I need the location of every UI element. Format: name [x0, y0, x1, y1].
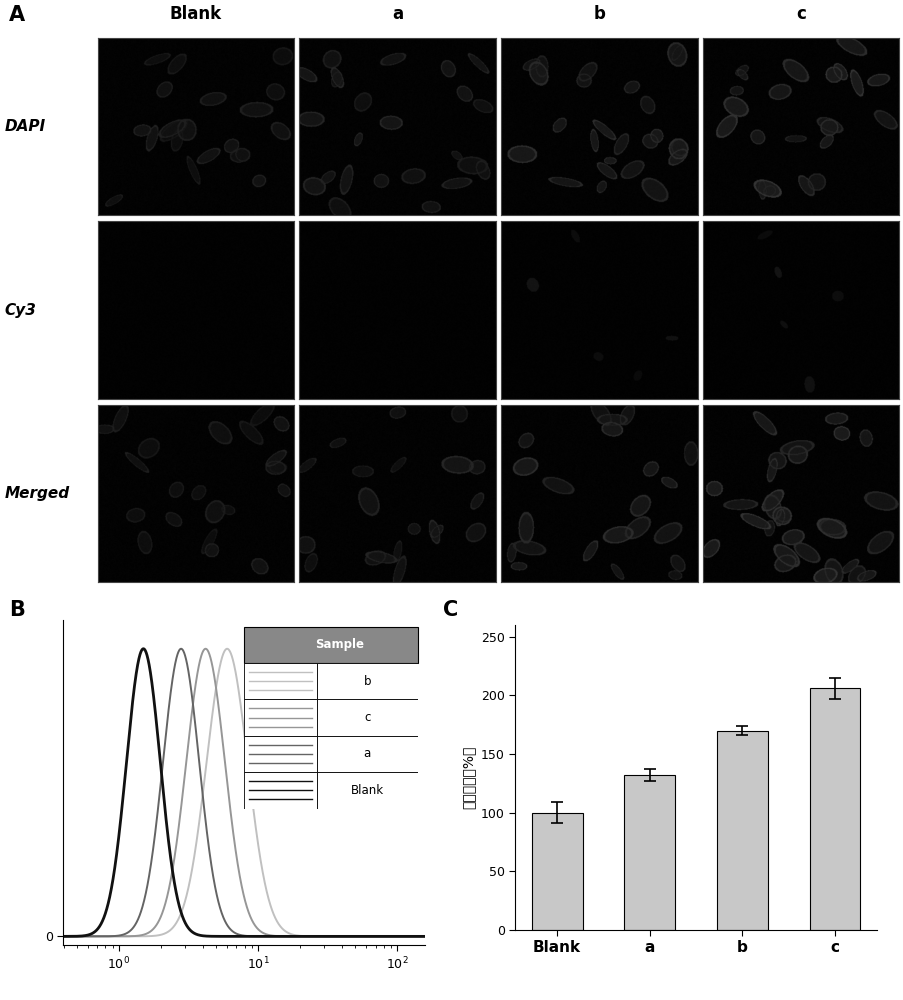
Text: B: B [9, 600, 25, 620]
Text: A: A [9, 5, 25, 25]
Y-axis label: 细胞摄取（%）: 细胞摄取（%） [461, 746, 475, 809]
Text: Merged: Merged [5, 486, 70, 501]
Text: Cy3: Cy3 [5, 302, 36, 318]
Bar [624, 775, 675, 930]
Text: C: C [442, 600, 458, 620]
Text: a: a [392, 5, 403, 23]
Bar [716, 731, 767, 930]
Text: c: c [796, 5, 805, 23]
Bar [531, 813, 582, 930]
Text: DAPI: DAPI [5, 119, 45, 134]
Text: Blank: Blank [170, 5, 221, 23]
Bar [808, 688, 860, 930]
Text: b: b [593, 5, 605, 23]
